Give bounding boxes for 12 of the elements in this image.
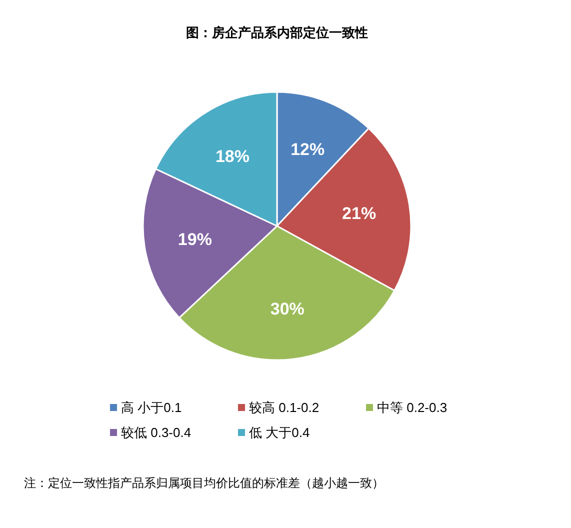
text: 注：定位一致性指产品系归属项目均价比值的标准差（越小越一致） [24, 476, 384, 490]
data-label: 18% [215, 146, 250, 166]
legend-label: 低 大于0.4 [249, 425, 310, 440]
legend-label: 中等 0.2-0.3 [377, 400, 448, 415]
chart-title: 图：房企产品系内部定位一致性 [186, 25, 368, 40]
data-label: 21% [342, 204, 376, 224]
data-label: 30% [270, 299, 304, 318]
legend-label: 高 小于0.1 [121, 400, 182, 415]
data-label: 12% [290, 140, 325, 159]
data-label: 19% [178, 230, 212, 249]
legend-label: 较低 0.3-0.4 [121, 425, 192, 440]
legend-label: 较高 0.1-0.2 [249, 400, 320, 415]
